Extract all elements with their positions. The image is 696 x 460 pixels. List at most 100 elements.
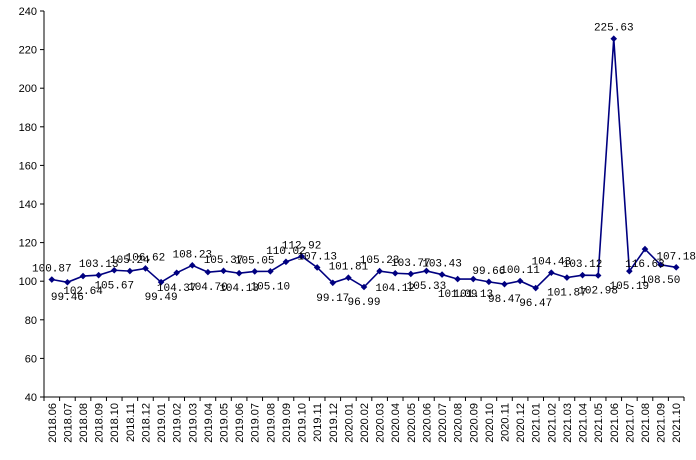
x-tick-label: 2018.12 <box>140 403 152 443</box>
data-label: 103.43 <box>422 259 462 271</box>
data-point-marker <box>204 268 212 276</box>
data-label: 104.12 <box>375 283 415 295</box>
data-point-marker <box>579 271 586 279</box>
data-point-marker <box>142 265 149 272</box>
data-point-marker <box>407 270 415 278</box>
data-point-marker <box>438 271 446 278</box>
y-tick-label: 80 <box>25 315 37 327</box>
x-tick-label: 2021.04 <box>578 403 590 443</box>
y-tick-label: 120 <box>19 238 37 250</box>
x-tick-label: 2021.07 <box>624 403 636 443</box>
x-tick-label: 2019.04 <box>203 403 215 443</box>
x-tick-label: 2019.12 <box>328 403 340 443</box>
data-point-marker <box>548 269 555 276</box>
data-point-marker <box>641 245 649 253</box>
data-label: 105.05 <box>235 255 275 267</box>
data-point-marker <box>64 278 71 286</box>
x-tick-label: 2021.02 <box>546 403 558 443</box>
y-tick-label: 100 <box>19 276 37 288</box>
data-label: 99.66 <box>472 266 505 278</box>
data-label: 105.24 <box>110 255 150 267</box>
x-tick-label: 2018.06 <box>47 403 59 443</box>
x-tick-label: 2019.05 <box>219 403 231 443</box>
data-label: 110.02 <box>266 246 306 258</box>
x-tick-label: 2020.09 <box>468 403 480 443</box>
data-point-marker <box>313 264 321 271</box>
x-tick-label: 2021.03 <box>562 403 574 443</box>
data-label: 104.70 <box>188 282 228 294</box>
data-point-marker <box>267 268 274 275</box>
x-tick-label: 2020.08 <box>453 403 465 443</box>
x-tick-label: 2019.10 <box>297 403 309 443</box>
x-tick-label: 2018.08 <box>78 403 90 443</box>
x-tick-label: 2020.04 <box>390 403 402 443</box>
data-point-marker <box>298 252 305 260</box>
data-label: 101.87 <box>547 288 587 300</box>
y-tick-label: 140 <box>19 199 37 211</box>
data-label: 104.37 <box>157 283 197 295</box>
data-label: 105.33 <box>407 281 447 293</box>
x-tick-label: 2020.06 <box>421 403 433 443</box>
data-label: 103.12 <box>563 259 603 271</box>
x-tick-label: 2020.12 <box>515 403 527 443</box>
data-point-marker <box>157 278 165 286</box>
data-label: 96.47 <box>519 298 552 310</box>
data-label: 107.13 <box>297 251 337 263</box>
x-tick-label: 2021.01 <box>531 403 543 443</box>
data-label: 105.37 <box>204 255 244 267</box>
series-line <box>51 38 677 289</box>
data-label: 116.63 <box>625 259 665 271</box>
x-tick-label: 2019.07 <box>250 403 262 443</box>
x-tick-label: 2018.09 <box>94 403 106 443</box>
data-label: 105.10 <box>251 281 291 293</box>
data-point-marker <box>516 277 524 285</box>
x-tick-label: 2021.06 <box>609 403 621 443</box>
data-point-marker <box>594 272 602 279</box>
data-label: 102.98 <box>578 285 618 297</box>
x-tick-label: 2019.06 <box>234 403 246 443</box>
data-points-group <box>48 35 680 292</box>
data-label: 100.11 <box>500 265 540 277</box>
data-point-marker <box>376 267 383 275</box>
data-label: 100.87 <box>32 264 72 276</box>
data-point-marker <box>126 267 134 275</box>
data-point-marker <box>360 283 368 291</box>
data-label: 104.13 <box>219 283 259 295</box>
data-point-marker <box>672 264 680 271</box>
x-tick-label: 2021.08 <box>640 403 652 443</box>
y-tick-label: 60 <box>25 353 37 365</box>
data-point-marker <box>454 275 461 283</box>
data-label: 108.50 <box>641 275 681 287</box>
data-point-marker <box>626 267 633 275</box>
x-tick-label: 2019.11 <box>312 403 324 442</box>
y-tick-label: 200 <box>19 83 37 95</box>
data-label: 101.13 <box>453 289 493 301</box>
data-point-marker <box>329 279 337 287</box>
data-label: 99.46 <box>51 292 84 304</box>
y-tick-label: 40 <box>25 392 37 404</box>
data-label: 225.63 <box>594 23 634 35</box>
data-label: 103.13 <box>79 259 119 271</box>
x-tick-label: 2020.05 <box>406 403 418 443</box>
data-point-marker <box>235 269 243 277</box>
data-point-marker <box>251 268 259 275</box>
data-point-marker <box>485 278 493 286</box>
x-tick-label: 2020.07 <box>437 403 449 443</box>
data-point-marker <box>563 274 571 281</box>
data-point-marker <box>532 284 540 292</box>
x-tick-label: 2021.10 <box>671 403 683 443</box>
data-point-marker <box>95 271 102 279</box>
data-point-marker <box>282 258 290 266</box>
x-tick-label: 2019.08 <box>265 403 277 443</box>
data-label: 105.23 <box>360 255 400 267</box>
data-label: 101.09 <box>438 289 478 301</box>
data-point-marker <box>188 262 196 269</box>
y-tick-label: 240 <box>19 6 37 18</box>
data-label: 101.81 <box>329 262 369 274</box>
data-label: 112.92 <box>282 240 322 252</box>
x-tick-label: 2020.02 <box>359 403 371 443</box>
x-tick-label: 2021.09 <box>656 403 668 443</box>
x-tick-label: 2021.05 <box>593 403 605 443</box>
x-tick-label: 2020.01 <box>343 403 355 443</box>
